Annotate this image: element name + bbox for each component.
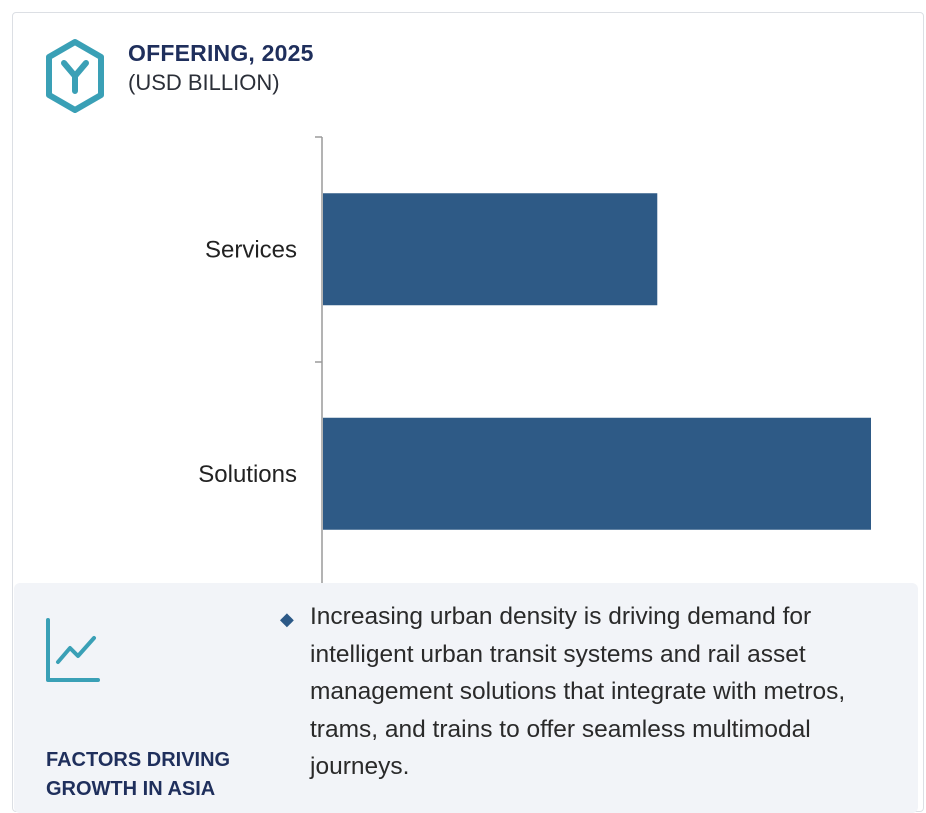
chart-subtitle: (USD BILLION) [128,70,280,95]
bar-services [323,193,658,306]
category-label-solutions: Solutions [198,461,297,488]
trend-line-icon [46,618,100,682]
factors-bullet-text: Increasing urban density is driving dema… [310,603,846,780]
bar-solutions [323,417,871,530]
factors-panel [14,583,918,813]
category-label-services: Services [205,236,297,263]
factors-title: FACTORS DRIVING GROWTH IN ASIA [46,749,231,800]
hexagon-y-icon [46,39,104,113]
bar-chart: Services Solutions [198,136,871,587]
chart-title: OFFERING, 2025 [128,40,314,66]
bullet-diamond-icon: ◆ [280,609,294,629]
